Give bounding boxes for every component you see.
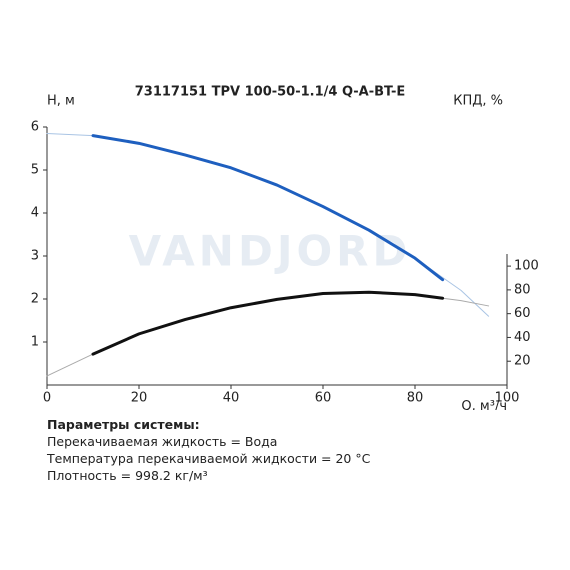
y-tick-label: 2 [31, 292, 39, 307]
curve [91, 290, 445, 356]
y-tick-label: 6 [31, 120, 39, 135]
parameter: Температура перекачиваемой жидкости = 20… [47, 451, 371, 466]
chart: VANDJORD 73117151 TPV 100-50-1.1/4 Q-A-B… [31, 85, 539, 411]
y-axis-label: H, м [47, 94, 75, 109]
y-tick-label: 4 [31, 206, 39, 221]
curve [46, 132, 490, 317]
x-axis-label: Q, м³/ч [461, 399, 507, 410]
x-tick-label: 20 [131, 391, 148, 406]
curve [91, 134, 445, 282]
parameter: Перекачиваемая жидкость = Вода [47, 434, 278, 449]
chart-title: 73117151 TPV 100-50-1.1/4 Q-A-BT-E [135, 85, 406, 100]
y-tick-label: 5 [31, 163, 39, 178]
y2-tick-label: 40 [514, 330, 531, 345]
parameters: Параметры системы: Перекачиваемая жидкос… [47, 416, 370, 484]
x-tick-label: 0 [43, 391, 51, 406]
y2-tick-label: 100 [514, 259, 539, 274]
y-tick-label: 1 [31, 335, 39, 350]
y2-tick-label: 20 [514, 354, 531, 369]
curve [46, 291, 490, 377]
parameter: Плотность = 998.2 кг/м³ [47, 468, 208, 483]
watermark: VANDJORD [129, 227, 412, 276]
y-tick-label: 3 [31, 249, 39, 264]
y2-tick-label: 80 [514, 282, 531, 297]
y2-tick-label: 60 [514, 306, 531, 321]
y2-axis-label: КПД, % [453, 94, 503, 109]
x-tick-label: 80 [407, 391, 424, 406]
parameters-heading: Параметры системы: [47, 417, 200, 432]
x-tick-label: 60 [315, 391, 332, 406]
x-tick-label: 100 [495, 391, 520, 406]
x-tick-label: 40 [223, 391, 240, 406]
